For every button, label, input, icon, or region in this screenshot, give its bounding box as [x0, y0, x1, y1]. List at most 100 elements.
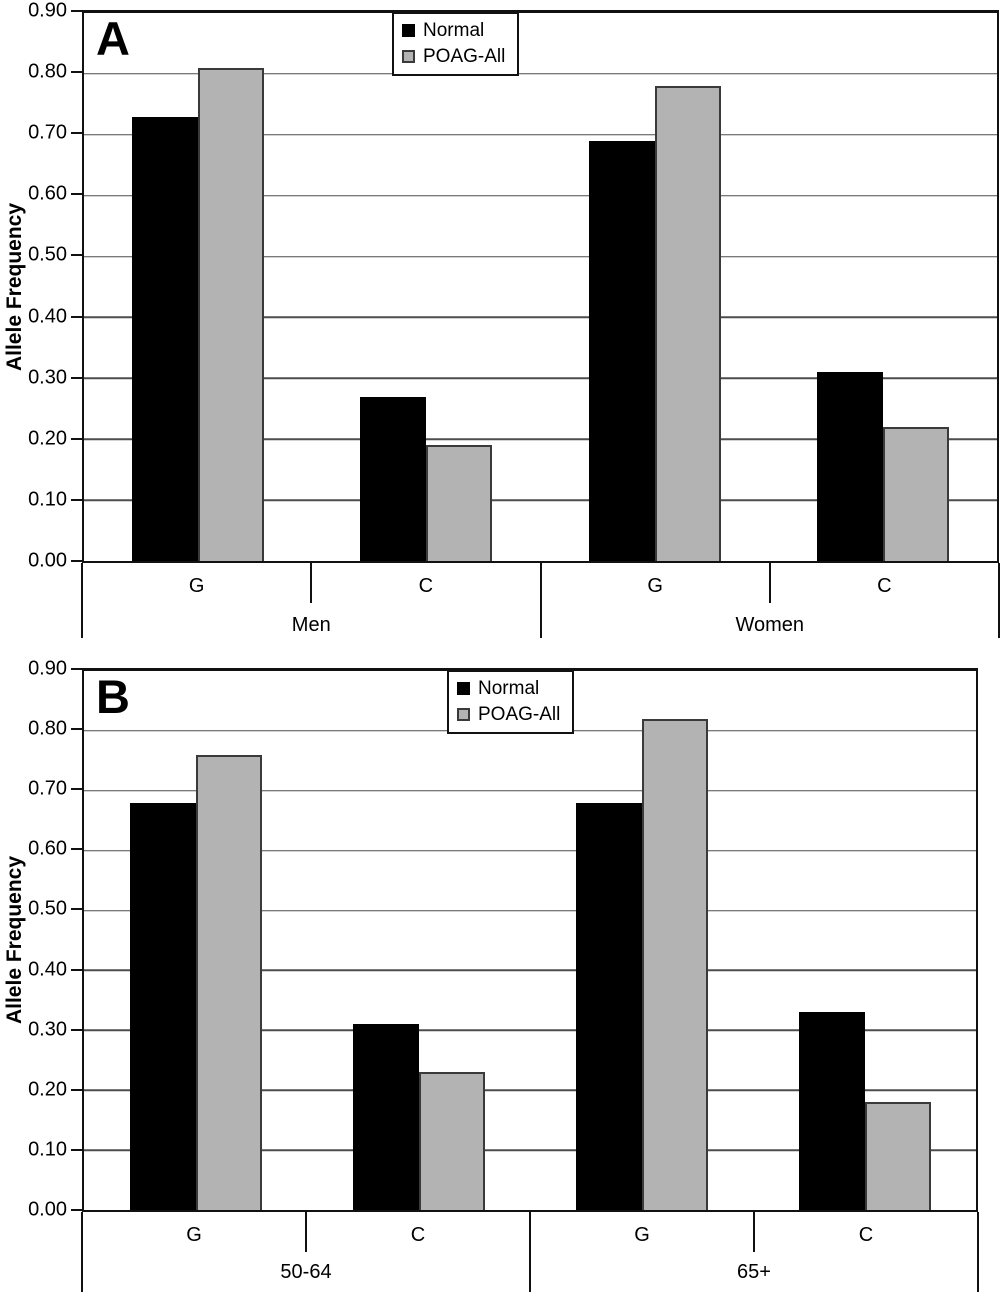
y-tick-label: 0.80 [28, 60, 67, 83]
y-tick-label: 0.50 [28, 897, 67, 920]
bar-normal [132, 116, 199, 561]
category-label: G [647, 575, 663, 597]
legend-swatch-normal [402, 24, 415, 37]
legend-item: POAG-All [402, 47, 505, 66]
bar-normal [588, 140, 655, 561]
y-tick-label: 0.90 [28, 0, 67, 22]
y-tick-mark [71, 498, 82, 501]
legend-item: POAG-All [457, 705, 560, 724]
group-label: 65+ [737, 1261, 771, 1283]
plot-area: B Normal POAG-All [82, 668, 978, 1212]
category-divider-tick [310, 563, 313, 603]
y-tick-mark [71, 71, 82, 74]
bar-normal [575, 802, 642, 1210]
y-tick-mark [71, 193, 82, 196]
legend-swatch-poag-all [402, 50, 415, 63]
legend-label: POAG-All [423, 46, 506, 67]
category-label: G [634, 1224, 650, 1246]
y-tick-label: 0.40 [28, 305, 67, 328]
y-tick-label: 0.70 [28, 121, 67, 144]
group-label: 50-64 [280, 1261, 332, 1283]
x-axis: G C G C 50-64 65+ [81, 1212, 979, 1292]
y-tick-mark [71, 1148, 82, 1151]
bar-poag-all [195, 754, 262, 1210]
gridline [84, 790, 976, 792]
y-tick-mark [71, 1028, 82, 1031]
group-label: Women [735, 614, 805, 636]
y-tick-label: 0.90 [28, 657, 67, 680]
group-divider-tick [81, 563, 83, 638]
y-tick-mark [71, 315, 82, 318]
gridline [84, 73, 997, 75]
y-axis: 0.90 0.80 0.70 0.60 0.50 0.40 0.30 0.20 0.10 0.00 [0, 0, 82, 572]
category-slot [312, 13, 540, 561]
y-tick-label: 0.60 [28, 837, 67, 860]
category-slot [84, 13, 312, 561]
category-divider-tick [305, 1212, 307, 1252]
bar-poag-all [654, 86, 721, 561]
category-slot [753, 671, 976, 1210]
group-divider-tick [998, 563, 1000, 638]
y-axis: 0.90 0.80 0.70 0.60 0.50 0.40 0.30 0.20 0.10 0.00 [0, 658, 82, 1221]
category-label: C [877, 575, 892, 597]
category-slot [541, 13, 769, 561]
category-slot [530, 671, 753, 1210]
y-tick-label: 0.60 [28, 182, 67, 205]
bar-normal [360, 396, 427, 561]
gridlines [84, 13, 997, 561]
panel-a: Allele Frequency 0.90 0.80 0.70 0.60 0.50 0.4… [0, 0, 1000, 646]
bar-normal [798, 1012, 865, 1210]
gridline [84, 499, 997, 501]
legend-item: Normal [402, 21, 505, 40]
bar-series [84, 13, 997, 561]
category-label: C [418, 575, 434, 597]
gridline [84, 909, 976, 912]
x-axis: G C G C Men Women [81, 563, 1000, 646]
gridline [84, 194, 997, 197]
category-label: G [188, 575, 205, 597]
y-tick-label: 0.10 [28, 1138, 67, 1161]
group-label: Men [291, 614, 331, 636]
bar-poag-all [882, 427, 949, 561]
legend-item: Normal [457, 679, 560, 698]
y-tick-label: 0.00 [28, 549, 67, 572]
y-tick-mark [71, 437, 82, 440]
y-tick-mark [71, 132, 82, 135]
gridline [84, 849, 976, 852]
bar-poag-all [418, 1072, 485, 1210]
y-tick-mark [71, 848, 82, 851]
gridline [84, 255, 997, 258]
y-tick-mark [71, 10, 82, 12]
plot-area: A Normal POAG-All [82, 10, 999, 563]
category-label: G [186, 1224, 202, 1246]
bar-normal [129, 802, 196, 1210]
gridline [84, 438, 997, 440]
gridline [84, 969, 976, 972]
category-divider-tick [753, 1212, 755, 1252]
category-slot [769, 13, 997, 561]
gridline [84, 1149, 976, 1151]
y-tick-label: 0.70 [28, 777, 67, 800]
group-divider-tick [529, 1212, 531, 1292]
y-tick-mark [71, 788, 82, 791]
legend-label: Normal [478, 678, 540, 699]
group-divider-tick [539, 563, 542, 638]
y-tick-mark [71, 1209, 82, 1211]
panel-b: Allele Frequency 0.90 0.80 0.70 0.60 0.50 0.4… [0, 646, 1000, 1292]
bar-poag-all [426, 445, 493, 561]
gridline [84, 1089, 976, 1091]
panel-letter: B [96, 670, 130, 723]
legend-swatch-poag-all [457, 708, 470, 721]
y-tick-mark [71, 968, 82, 971]
y-tick-label: 0.30 [28, 1018, 67, 1041]
panel-letter: A [96, 12, 130, 65]
category-divider-tick [768, 563, 771, 603]
group-divider-tick [977, 1212, 979, 1292]
y-tick-label: 0.30 [28, 366, 67, 389]
bar-poag-all [198, 67, 265, 561]
category-label: C [858, 1224, 874, 1246]
bar-normal [816, 372, 883, 561]
y-tick-label: 0.40 [28, 958, 67, 981]
legend-label: Normal [423, 20, 485, 41]
